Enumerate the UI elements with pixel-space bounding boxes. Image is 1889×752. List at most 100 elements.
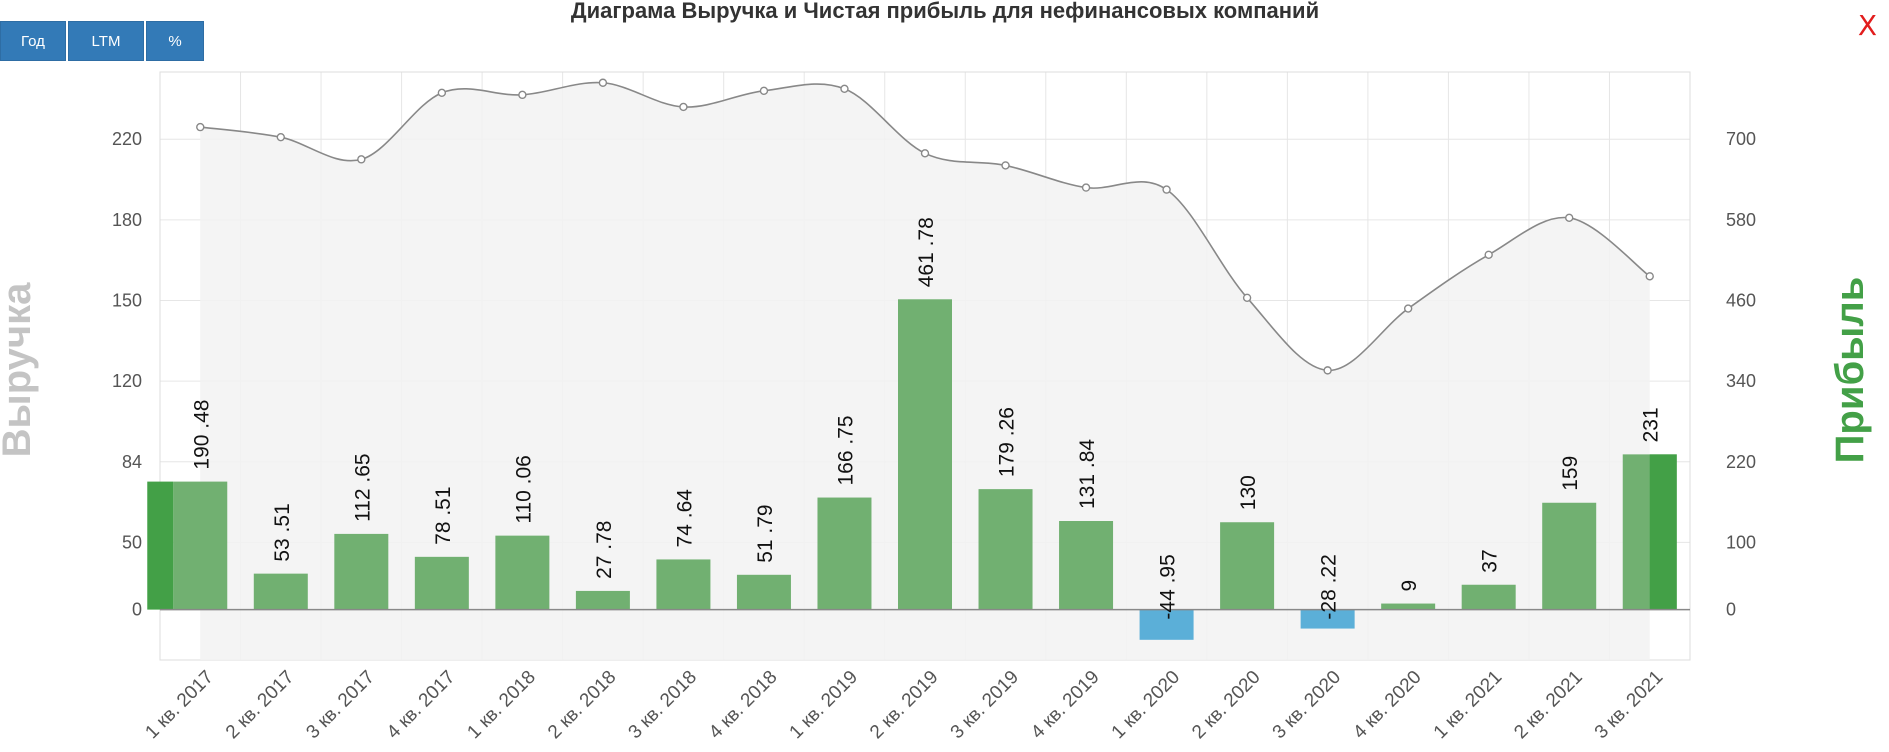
- profit-data-label: 27 .78: [593, 521, 616, 579]
- data-labels-layer: 190 .48 53 .51 112 .65 78 .51 110 .06 27 .78 7…: [190, 217, 1662, 619]
- left-tick-label: 120: [112, 371, 142, 391]
- revenue-point[interactable]: [840, 84, 849, 94]
- ltm-button[interactable]: LTM: [68, 21, 144, 61]
- right-tick-label: 460: [1726, 290, 1756, 310]
- profit-data-label: 53 .51: [271, 503, 294, 561]
- percent-button[interactable]: %: [146, 21, 204, 61]
- profit-bar[interactable]: [253, 573, 308, 610]
- profit-bar[interactable]: [1542, 502, 1597, 610]
- profit-data-label: 110 .06: [512, 455, 535, 524]
- profit-data-label: 37: [1479, 549, 1502, 572]
- profit-data-label: 9: [1398, 580, 1421, 592]
- profit-bar[interactable]: [495, 535, 550, 610]
- category-label: 4 кв. 2019: [1027, 667, 1103, 743]
- revenue-point[interactable]: [1484, 250, 1493, 259]
- profit-bars-layer: [147, 299, 1677, 640]
- left-tick-label: 180: [112, 210, 142, 230]
- profit-bar[interactable]: [414, 556, 469, 610]
- right-tick-label: 0: [1726, 600, 1736, 620]
- profit-data-label: 74 .64: [673, 489, 696, 548]
- revenue-point[interactable]: [1323, 366, 1332, 375]
- profit-data-label: 131 .84: [1076, 439, 1099, 509]
- profit-data-label: 112 .65: [351, 453, 374, 522]
- profit-data-label: 179 .26: [996, 407, 1019, 477]
- category-label: 3 кв. 2021: [1591, 667, 1667, 743]
- profit-bar-edge-last: [1649, 454, 1677, 610]
- profit-data-label: 231: [1640, 407, 1663, 442]
- profit-bar[interactable]: [1461, 584, 1516, 610]
- profit-bar[interactable]: [1300, 609, 1355, 629]
- revenue-point[interactable]: [518, 90, 527, 100]
- profit-bar[interactable]: [898, 299, 952, 610]
- category-label: 1 кв. 2018: [463, 667, 539, 743]
- revenue-point[interactable]: [1242, 293, 1252, 302]
- right-tick-label: 220: [1726, 452, 1756, 472]
- category-label: 4 кв. 2020: [1349, 667, 1425, 743]
- category-label: 3 кв. 2020: [1269, 667, 1345, 743]
- close-button[interactable]: X: [1857, 9, 1877, 42]
- category-label: 4 кв. 2017: [383, 667, 459, 743]
- profit-data-label: 78 .51: [432, 486, 455, 544]
- chart-title: Диаграма Выручка и Чистая прибыль для не…: [571, 0, 1319, 23]
- profit-bar[interactable]: [1059, 521, 1114, 610]
- profit-bar[interactable]: [173, 481, 228, 610]
- revenue-point[interactable]: [1565, 213, 1574, 223]
- profit-bar[interactable]: [656, 559, 711, 610]
- left-tick-label: 150: [112, 290, 142, 310]
- left-tick-label: 220: [112, 129, 142, 149]
- category-label: 1 кв. 2019: [786, 667, 862, 743]
- revenue-point[interactable]: [598, 78, 608, 87]
- profit-data-label: 461 .78: [915, 217, 938, 287]
- category-label: 4 кв. 2018: [705, 667, 781, 743]
- revenue-point[interactable]: [920, 149, 930, 158]
- year-button[interactable]: Год: [0, 21, 66, 61]
- revenue-point[interactable]: [1081, 183, 1091, 192]
- revenue-point[interactable]: [1162, 185, 1171, 194]
- profit-bar[interactable]: [334, 533, 389, 610]
- profit-data-label: 190 .48: [190, 400, 213, 470]
- left-axis-title: Выручка: [0, 282, 39, 457]
- right-tick-label: 340: [1726, 371, 1756, 391]
- revenue-point[interactable]: [1645, 272, 1654, 281]
- revenue-line-layer: [196, 78, 1654, 375]
- right-tick-label: 580: [1726, 210, 1756, 230]
- profit-bar[interactable]: [978, 489, 1033, 610]
- profit-bar-edge-first: [147, 481, 174, 610]
- left-tick-label: 84: [122, 452, 142, 472]
- category-label: 2 кв. 2019: [866, 667, 942, 743]
- revenue-point[interactable]: [759, 86, 769, 96]
- category-label: 3 кв. 2019: [947, 667, 1023, 743]
- revenue-point[interactable]: [1001, 161, 1010, 170]
- right-tick-label: 700: [1726, 129, 1756, 149]
- left-tick-label: 0: [132, 600, 142, 620]
- revenue-point[interactable]: [679, 102, 688, 112]
- profit-bar[interactable]: [1139, 609, 1194, 640]
- category-label: 3 кв. 2018: [625, 667, 701, 743]
- category-label: 2 кв. 2020: [1188, 667, 1264, 743]
- profit-data-label: 130: [1237, 475, 1260, 510]
- profit-data-label: -44 .95: [1157, 554, 1180, 619]
- profit-data-label: 159: [1559, 456, 1582, 491]
- profit-data-label: 166 .75: [834, 415, 857, 485]
- category-label: 3 кв. 2017: [302, 667, 378, 743]
- right-axis-title: Прибыль: [1828, 277, 1872, 464]
- profit-bar[interactable]: [1220, 522, 1275, 610]
- revenue-point[interactable]: [196, 122, 205, 132]
- category-label: 1 кв. 2017: [141, 667, 217, 743]
- revenue-point[interactable]: [276, 132, 285, 142]
- left-tick-label: 50: [122, 532, 142, 552]
- period-toolbar: Год LTM %: [0, 21, 204, 61]
- category-label: 1 кв. 2021: [1430, 667, 1506, 743]
- profit-data-label: 51 .79: [754, 504, 777, 562]
- category-label: 2 кв. 2017: [222, 667, 298, 743]
- category-label: 2 кв. 2018: [544, 667, 620, 743]
- profit-bar[interactable]: [575, 590, 630, 610]
- profit-bar[interactable]: [817, 497, 872, 610]
- profit-data-label: -28 .22: [1318, 554, 1341, 619]
- revenue-point[interactable]: [1403, 304, 1413, 313]
- profit-bar[interactable]: [736, 574, 791, 610]
- profit-bar[interactable]: [1381, 603, 1436, 610]
- revenue-point[interactable]: [357, 155, 366, 164]
- revenue-point[interactable]: [437, 88, 447, 98]
